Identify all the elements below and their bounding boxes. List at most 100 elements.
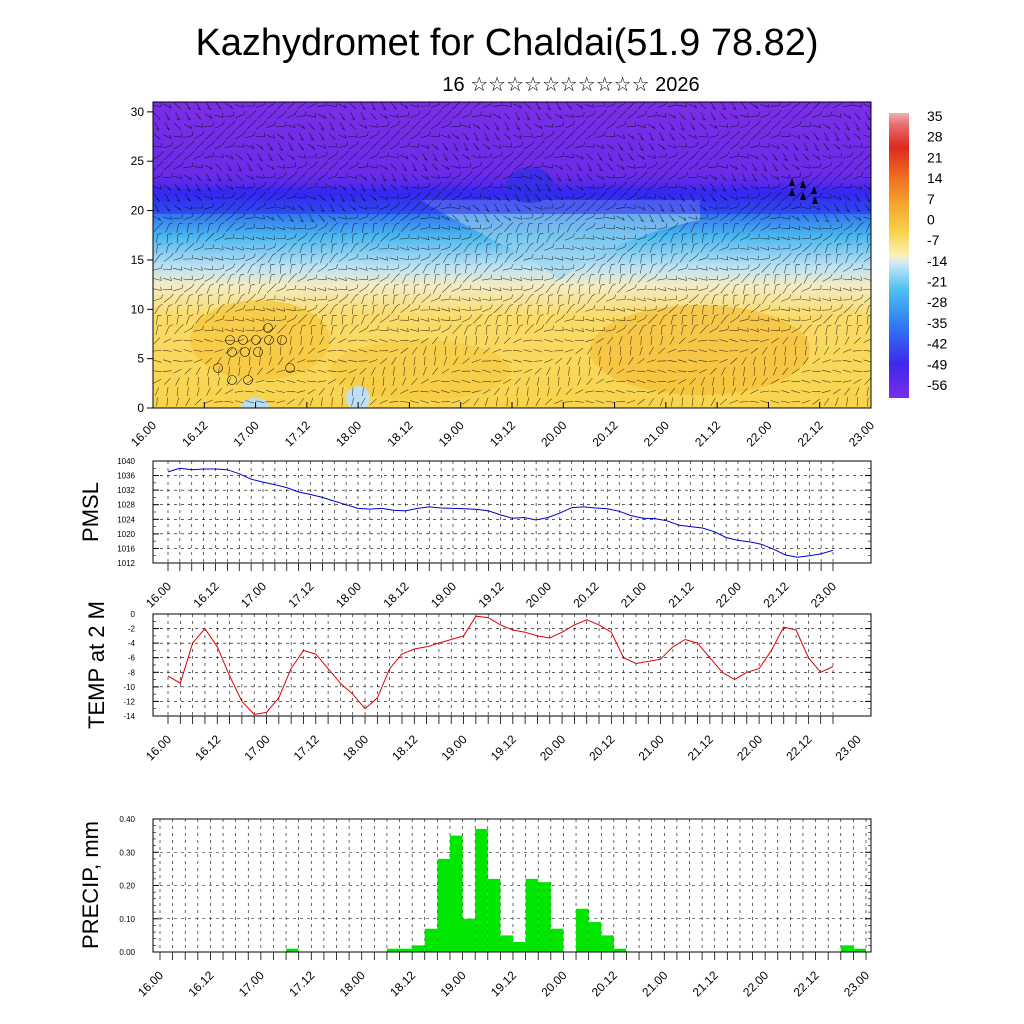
pmsl-x-tick-label: 17.12 xyxy=(285,579,316,610)
colorbar-label: 14 xyxy=(927,170,943,186)
colorbar-label: 35 xyxy=(927,108,943,124)
wind-flag xyxy=(812,196,818,204)
calm-circle xyxy=(277,335,287,345)
jet-core xyxy=(506,167,554,203)
heatmap-x-tick-label: 16.00 xyxy=(128,418,159,449)
precip-bar xyxy=(437,858,450,952)
precip-x-tick-label: 23.00 xyxy=(841,968,872,999)
precip-bar xyxy=(853,948,866,952)
temp-x-tick-label: 16.00 xyxy=(143,732,174,763)
heatmap-y-tick-label: 0 xyxy=(137,401,144,415)
heatmap-x-tick-label: 21.00 xyxy=(641,418,672,449)
heatmap-x-tick-label: 17.00 xyxy=(231,418,262,449)
calm-circle xyxy=(253,347,263,357)
precip-x-tick-label: 22.12 xyxy=(791,968,822,999)
pmsl-frame xyxy=(152,460,872,564)
pmsl-y-tick-label: 1024 xyxy=(117,515,135,524)
precip-x-tick-label: 17.12 xyxy=(286,968,317,999)
temp-y-tick-label: -4 xyxy=(128,639,136,648)
heatmap-x-tick-label: 20.00 xyxy=(538,418,569,449)
heatmap-y-tick-label: 15 xyxy=(131,253,145,267)
precip-y-tick-label: 0.30 xyxy=(119,848,135,857)
pmsl-y-axis: 1012 1016 1020 1024 1028 1032 1036 1040 xyxy=(117,457,871,568)
precip-bar xyxy=(513,942,526,952)
pmsl-grid xyxy=(153,460,871,564)
calm-circle xyxy=(213,363,223,373)
heatmap-x-tick-label: 20.12 xyxy=(590,418,621,449)
precip-x-tick-label: 19.00 xyxy=(438,968,469,999)
temp-x-tick-label: 21.00 xyxy=(636,732,667,763)
precip-bar xyxy=(500,935,513,952)
colorbar-label: -28 xyxy=(927,294,947,310)
precip-x-tick-label: 16.12 xyxy=(185,968,216,999)
wind-flag xyxy=(800,192,806,200)
heatmap-x-tick-label: 16.12 xyxy=(179,418,210,449)
temp-y-tick-label: -10 xyxy=(123,683,135,692)
temp-y-tick-label: -8 xyxy=(128,668,136,677)
temperature-heatmap-panel: 0 5 10 15 20 25 30 16.00 16.12 17.00 17.12 18.00 18… xyxy=(128,101,877,449)
precip-bar xyxy=(412,945,425,952)
pmsl-x-axis: 16.00 16.12 17.00 17.12 18.00 18.12 19.00 19.12… xyxy=(143,563,839,610)
pmsl-y-tick-label: 1032 xyxy=(117,486,135,495)
heatmap-y-tick-label: 5 xyxy=(137,352,144,366)
precip-x-axis: 16.00 16.12 17.00 17.12 18.00 18.12 19.00 19.12… xyxy=(135,952,872,999)
calm-circle xyxy=(227,375,237,385)
pmsl-x-tick-label: 19.00 xyxy=(428,579,459,610)
temp-panel: 0-2-4-6-8-10-12-14 16.00 16.12 17.00 17.12 1… xyxy=(84,601,872,763)
precip-bar xyxy=(538,882,551,952)
pmsl-x-tick-label: 21.00 xyxy=(618,579,649,610)
pmsl-y-tick-label: 1016 xyxy=(117,544,135,553)
temp-y-label: TEMP at 2 M xyxy=(84,601,109,729)
heatmap-y-tick-label: 10 xyxy=(131,302,145,316)
temp-y-tick-label: -12 xyxy=(123,697,135,706)
colorbar-label: 7 xyxy=(927,191,935,207)
calm-circle xyxy=(251,335,261,345)
colorbar-label: -42 xyxy=(927,336,947,352)
temp-x-tick-label: 18.00 xyxy=(340,732,371,763)
precip-x-tick-label: 18.00 xyxy=(337,968,368,999)
precip-bar xyxy=(449,835,463,952)
temp-y-tick-label: -14 xyxy=(123,712,135,721)
cold-tongue xyxy=(420,200,700,280)
wind-flag xyxy=(789,178,795,186)
wind-flag xyxy=(800,180,806,188)
precip-y-tick-label: 0.10 xyxy=(119,915,135,924)
colorbar-label: -14 xyxy=(927,253,947,269)
precip-bar xyxy=(424,928,438,952)
pmsl-y-label: PMSL xyxy=(78,482,103,542)
precip-bar xyxy=(487,878,501,952)
calm-circle xyxy=(263,323,273,333)
heatmap-x-tick-label: 22.00 xyxy=(743,418,774,449)
pmsl-x-tick-label: 22.12 xyxy=(760,579,791,610)
colorbar-label: 0 xyxy=(927,211,935,227)
pmsl-x-tick-label: 17.00 xyxy=(238,579,269,610)
pmsl-x-tick-label: 16.00 xyxy=(143,579,174,610)
calm-circle xyxy=(264,335,274,345)
wind-flag xyxy=(789,188,795,196)
heatmap-x-tick-label: 22.12 xyxy=(795,418,826,449)
temp-y-tick-label: 0 xyxy=(131,610,136,619)
heatmap-y-tick-label: 25 xyxy=(131,154,145,168)
temp-x-tick-label: 19.12 xyxy=(488,732,519,763)
precip-bar xyxy=(386,948,400,952)
calm-circle xyxy=(243,375,253,385)
heatmap-x-tick-label: 23.00 xyxy=(846,418,877,449)
colorbar-label: -56 xyxy=(927,377,947,393)
precip-x-tick-label: 17.00 xyxy=(236,968,267,999)
temp-x-tick-label: 20.00 xyxy=(537,732,568,763)
temp-x-tick-label: 18.12 xyxy=(389,732,420,763)
precip-x-tick-label: 19.12 xyxy=(488,968,519,999)
warm-pocket xyxy=(190,300,330,380)
precip-x-tick-label: 21.12 xyxy=(690,968,721,999)
precip-bar xyxy=(576,908,589,952)
precip-bar xyxy=(613,948,627,952)
precip-y-tick-label: 0.40 xyxy=(119,815,135,824)
precip-bar xyxy=(601,935,614,952)
calm-circle xyxy=(227,347,237,357)
heatmap-y-tick-label: 30 xyxy=(131,105,145,119)
calm-circle xyxy=(285,363,295,373)
colorbar-label: -35 xyxy=(927,315,947,331)
colorbar-label: 21 xyxy=(927,149,943,165)
pmsl-x-tick-label: 19.12 xyxy=(475,579,506,610)
